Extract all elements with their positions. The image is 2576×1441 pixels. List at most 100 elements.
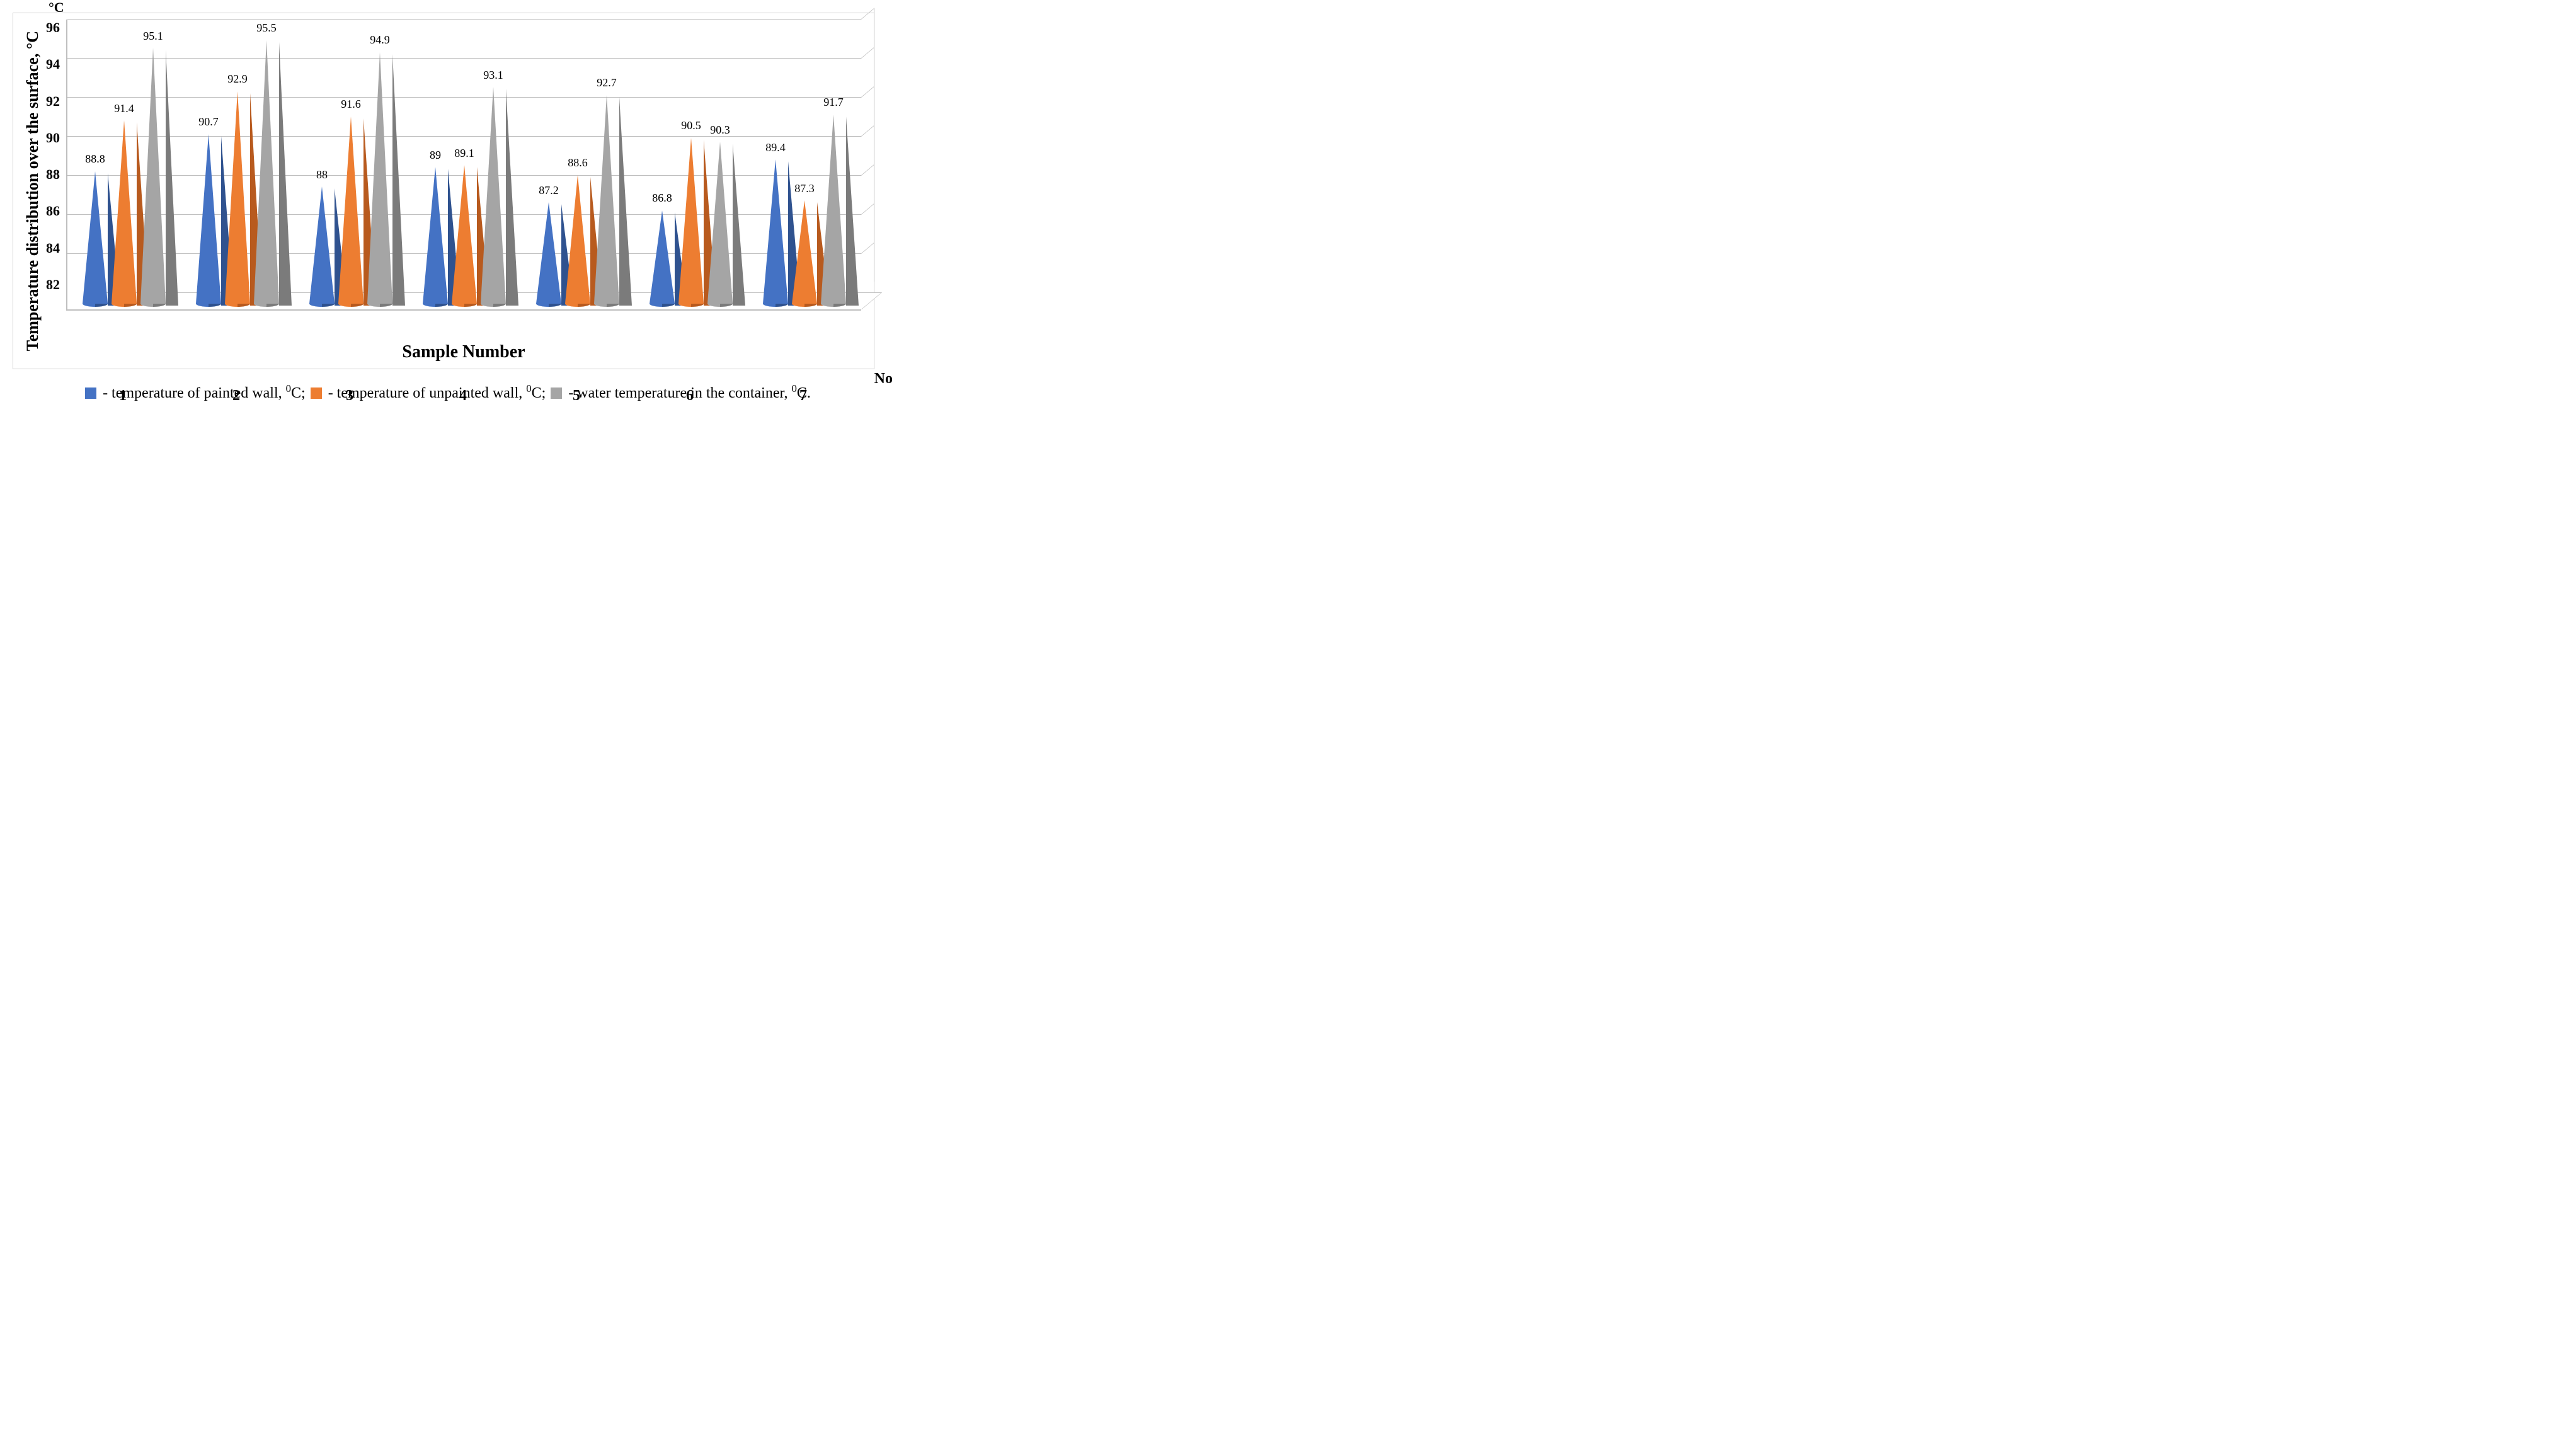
bar-cluster: 86.8 90.590.3 bbox=[647, 136, 735, 304]
bar-cluster: 88 91.6 94.9 bbox=[307, 50, 395, 304]
cone-bar: 88.6 bbox=[565, 93, 590, 304]
data-label: 92.9 bbox=[227, 72, 248, 86]
data-label: 92.7 bbox=[597, 76, 617, 89]
cone-bar: 88.8 bbox=[83, 46, 108, 304]
cone-shape bbox=[565, 173, 590, 304]
cone-bar: 88 bbox=[309, 50, 335, 304]
y-axis-unit: °C bbox=[49, 0, 64, 16]
cone-shape bbox=[678, 136, 704, 304]
cone-shape bbox=[763, 158, 788, 304]
data-label: 89 bbox=[430, 149, 441, 162]
cone-shape bbox=[650, 209, 675, 304]
bar-cluster: 87.2 88.6 92.7 bbox=[534, 93, 622, 304]
cone-bar: 95.1 bbox=[140, 46, 166, 304]
y-tick-label: 92 bbox=[46, 93, 60, 110]
data-label: 87.3 bbox=[794, 182, 815, 195]
cone-shadow bbox=[166, 48, 178, 306]
y-tick-label: 84 bbox=[46, 240, 60, 256]
cone-bar: 92.7 bbox=[594, 93, 619, 304]
data-label: 90.7 bbox=[198, 115, 219, 129]
cone-shape bbox=[792, 198, 817, 304]
data-label: 88 bbox=[316, 168, 328, 181]
data-label: 91.4 bbox=[114, 102, 134, 115]
cone-bar: 93.1 bbox=[481, 85, 506, 304]
cone-shape bbox=[423, 165, 448, 304]
x-tick-label: 6 bbox=[686, 388, 694, 405]
plot-wrap: °C 88.891.495.190.792.995.58891.694.9898… bbox=[66, 20, 861, 362]
back-wall-3d bbox=[861, 8, 874, 293]
data-label: 94.9 bbox=[370, 33, 390, 47]
cone-bar: 90.7 bbox=[196, 38, 221, 304]
cone-shape bbox=[309, 185, 335, 304]
legend: - temperature of painted wall, 0C; - tem… bbox=[13, 381, 882, 405]
legend-swatch bbox=[551, 388, 562, 399]
data-label: 88.8 bbox=[85, 152, 105, 166]
cone-bar: 90.5 bbox=[678, 136, 704, 304]
cone-bar: 87.3 bbox=[792, 113, 817, 304]
legend-unit: 0C; bbox=[526, 385, 549, 401]
x-axis-title: Sample Number bbox=[66, 342, 861, 362]
cone-shape bbox=[83, 169, 108, 304]
bar-cluster: 89.4 87.3 91.7 bbox=[760, 113, 849, 304]
data-label: 93.1 bbox=[483, 69, 503, 82]
cone-bar: 91.4 bbox=[112, 46, 137, 304]
legend-label: - temperature of unpainted wall, bbox=[324, 385, 527, 401]
legend-label: - water temperature in the container, bbox=[564, 385, 791, 401]
cone-shape bbox=[254, 38, 279, 304]
cone-shape bbox=[196, 132, 221, 304]
cone-shadow bbox=[279, 40, 292, 306]
x-tick-label: 1 bbox=[119, 388, 127, 405]
cone-bar: 91.7 bbox=[821, 113, 846, 304]
cone-bar: 92.9 bbox=[225, 38, 250, 304]
bar-cluster: 88.8 91.4 95.1 bbox=[80, 46, 168, 304]
cone-shape bbox=[140, 46, 166, 304]
y-tick-label: 88 bbox=[46, 166, 60, 183]
cone-shape bbox=[225, 89, 250, 304]
plot-area: 88.8 91.4 95.1 90.7 92.9 95.5 88 91.6 94.9 89 89.1… bbox=[66, 20, 861, 311]
y-axis-title: Temperature distribution over the surfac… bbox=[20, 31, 46, 351]
legend-swatch bbox=[85, 388, 96, 399]
x-tick-label: 2 bbox=[232, 388, 240, 405]
cone-bar: 89.4 bbox=[763, 113, 788, 304]
cone-bar: 89 bbox=[423, 85, 448, 304]
cone-shape bbox=[452, 163, 477, 304]
y-tick-label: 90 bbox=[46, 130, 60, 146]
data-label: 89.1 bbox=[454, 147, 474, 160]
y-tick-label: 96 bbox=[46, 20, 60, 36]
cone-shadow bbox=[506, 87, 518, 306]
cone-bar: 95.5 bbox=[254, 38, 279, 304]
data-label: 87.2 bbox=[539, 184, 559, 197]
cone-shape bbox=[481, 85, 506, 304]
cone-bar: 94.9 bbox=[367, 50, 392, 304]
gridline bbox=[67, 19, 861, 20]
data-label: 89.4 bbox=[765, 141, 786, 154]
data-label: 88.6 bbox=[568, 156, 588, 169]
y-tick-label: 86 bbox=[46, 203, 60, 219]
cone-bar: 91.6 bbox=[338, 50, 364, 304]
cone-shape bbox=[536, 200, 561, 304]
data-label: 91.6 bbox=[341, 98, 361, 111]
bar-cluster: 89 89.1 93.1 bbox=[420, 85, 508, 304]
cone-shadow bbox=[392, 52, 405, 306]
legend-unit: 0C; bbox=[286, 385, 309, 401]
y-tick-label: 82 bbox=[46, 277, 60, 293]
cone-shape bbox=[112, 118, 137, 304]
bar-cluster: 90.7 92.9 95.5 bbox=[193, 38, 282, 304]
cone-bar: 86.8 bbox=[650, 136, 675, 304]
data-label: 95.1 bbox=[143, 30, 163, 43]
cone-shape bbox=[338, 115, 364, 304]
cone-shape bbox=[367, 50, 392, 304]
x-tick-label: 7 bbox=[799, 388, 807, 405]
x-tick-label: 5 bbox=[573, 388, 580, 405]
y-axis-ticks: 96 94 92 90 88 86 84 82 bbox=[46, 20, 66, 309]
gridline bbox=[67, 58, 861, 59]
data-label: 86.8 bbox=[652, 192, 672, 205]
cone-shape bbox=[594, 93, 619, 304]
y-tick-label: 94 bbox=[46, 56, 60, 72]
cone-shadow bbox=[846, 115, 859, 306]
x-tick-label: 3 bbox=[346, 388, 353, 405]
legend-label: - temperature of painted wall, bbox=[99, 385, 286, 401]
cone-shape bbox=[821, 113, 846, 304]
cone-shadow bbox=[619, 95, 632, 306]
cone-bar: 90.3 bbox=[707, 136, 733, 304]
